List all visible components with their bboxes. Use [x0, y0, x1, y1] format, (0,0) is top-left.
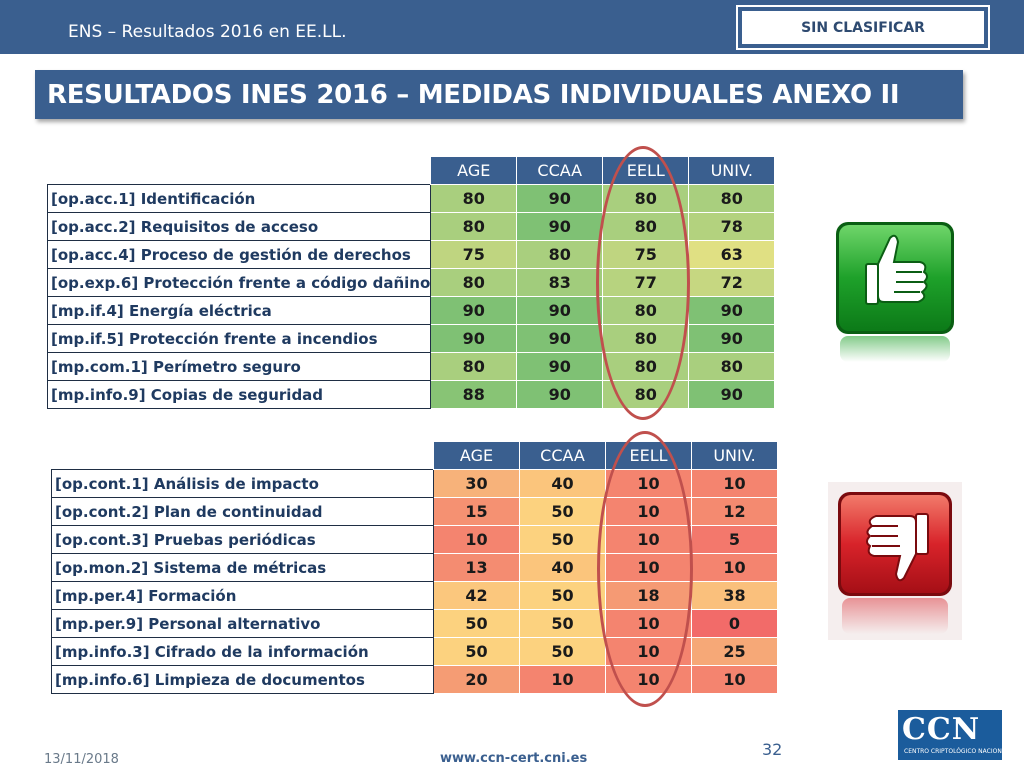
ccn-logo-subtitle: CENTRO CRIPTOLÓGICO NACIONAL	[904, 748, 1010, 755]
value-cell-ccaa: 40	[519, 469, 606, 498]
value-cell-age: 10	[433, 525, 520, 554]
value-cell-univ: 0	[691, 609, 778, 638]
value-cell-univ: 90	[688, 296, 776, 325]
value-cell-ccaa: 90	[516, 184, 604, 213]
row-label: [mp.com.1] Perímetro seguro	[46, 352, 432, 381]
value-cell-univ: 78	[688, 212, 776, 241]
value-cell-age: 90	[430, 296, 518, 325]
value-cell-ccaa: 90	[516, 380, 604, 409]
value-cell-ccaa: 50	[519, 609, 606, 638]
row-label: [op.acc.2] Requisitos de acceso	[46, 212, 432, 241]
slide-title-bar: RESULTADOS INES 2016 – MEDIDAS INDIVIDUA…	[35, 70, 963, 119]
row-label: [mp.if.5] Protección frente a incendios	[46, 324, 432, 353]
row-label: [mp.per.9] Personal alternativo	[51, 609, 434, 638]
page-number: 32	[762, 740, 783, 759]
value-cell-univ: 10	[691, 469, 778, 498]
value-cell-age: 15	[433, 497, 520, 526]
col-header-univ: UNIV.	[688, 156, 776, 185]
value-cell-age: 80	[430, 184, 518, 213]
value-cell-univ: 63	[688, 240, 776, 269]
classification-inner: SIN CLASIFICAR	[742, 11, 984, 44]
thumbs-up-icon	[836, 222, 954, 362]
value-cell-age: 80	[430, 268, 518, 297]
value-cell-age: 13	[433, 553, 520, 582]
table-row: [op.acc.4] Proceso de gestión de derecho…	[46, 240, 776, 269]
thumbs-down-icon	[828, 482, 962, 640]
value-cell-ccaa: 10	[519, 665, 606, 694]
value-cell-ccaa: 40	[519, 553, 606, 582]
classification-badge: SIN CLASIFICAR	[736, 5, 990, 50]
value-cell-univ: 38	[691, 581, 778, 610]
value-cell-univ: 10	[691, 553, 778, 582]
value-cell-ccaa: 80	[516, 240, 604, 269]
value-cell-age: 42	[433, 581, 520, 610]
ccn-logo-letters: CCN	[902, 712, 981, 747]
footer-date: 13/11/2018	[44, 752, 119, 767]
value-cell-ccaa: 83	[516, 268, 604, 297]
value-cell-age: 75	[430, 240, 518, 269]
row-label: [op.acc.4] Proceso de gestión de derecho…	[46, 240, 432, 269]
value-cell-ccaa: 90	[516, 324, 604, 353]
value-cell-age: 50	[433, 609, 520, 638]
header-blank-cell	[48, 157, 431, 185]
header-bar: ENS – Resultados 2016 en EE.LL. SIN CLAS…	[0, 0, 1024, 54]
row-label: [op.cont.1] Análisis de impacto	[51, 469, 434, 498]
value-cell-univ: 80	[688, 184, 776, 213]
col-header-age: AGE	[433, 441, 520, 470]
col-header-age: AGE	[430, 156, 518, 185]
row-label: [op.cont.3] Pruebas periódicas	[51, 525, 434, 554]
row-label: [mp.info.3] Cifrado de la información	[51, 637, 434, 666]
row-label: [op.mon.2] Sistema de métricas	[51, 553, 434, 582]
table-row: [op.acc.1] Identificación 80 90 80 80	[46, 184, 776, 213]
table-row: [op.acc.2] Requisitos de acceso 80 90 80 78	[46, 212, 776, 241]
value-cell-univ: 90	[688, 380, 776, 409]
value-cell-univ: 90	[688, 324, 776, 353]
row-label: [mp.info.6] Limpieza de documentos	[51, 665, 434, 694]
header-blank-cell	[52, 442, 434, 470]
row-label: [mp.per.4] Formación	[51, 581, 434, 610]
value-cell-age: 80	[430, 212, 518, 241]
value-cell-univ: 5	[691, 525, 778, 554]
eell-highlight-oval	[596, 146, 690, 420]
value-cell-ccaa: 90	[516, 296, 604, 325]
value-cell-age: 88	[430, 380, 518, 409]
slide-title: RESULTADOS INES 2016 – MEDIDAS INDIVIDUA…	[47, 80, 900, 110]
value-cell-univ: 72	[688, 268, 776, 297]
value-cell-ccaa: 50	[519, 581, 606, 610]
table-row: [op.cont.3] Pruebas periódicas 10 50 10 5	[51, 525, 778, 554]
row-label: [mp.if.4] Energía eléctrica	[46, 296, 432, 325]
col-header-univ: UNIV.	[691, 441, 778, 470]
row-label: [op.cont.2] Plan de continuidad	[51, 497, 434, 526]
value-cell-ccaa: 90	[516, 352, 604, 381]
table-header-row: AGE CCAA EELL UNIV.	[52, 441, 778, 470]
row-label: [op.exp.6] Protección frente a código da…	[46, 268, 432, 297]
value-cell-age: 50	[433, 637, 520, 666]
value-cell-univ: 80	[688, 352, 776, 381]
value-cell-univ: 12	[691, 497, 778, 526]
value-cell-univ: 25	[691, 637, 778, 666]
value-cell-ccaa: 50	[519, 637, 606, 666]
value-cell-age: 20	[433, 665, 520, 694]
value-cell-age: 30	[433, 469, 520, 498]
eell-highlight-oval	[597, 431, 693, 707]
header-title: ENS – Resultados 2016 en EE.LL.	[68, 22, 347, 42]
value-cell-age: 90	[430, 324, 518, 353]
value-cell-ccaa: 50	[519, 525, 606, 554]
footer-url[interactable]: www.ccn-cert.cni.es	[440, 751, 588, 766]
row-label: [op.acc.1] Identificación	[46, 184, 432, 213]
value-cell-ccaa: 90	[516, 212, 604, 241]
classification-label: SIN CLASIFICAR	[801, 19, 925, 36]
ccn-logo: CCN CENTRO CRIPTOLÓGICO NACIONAL	[898, 710, 1009, 760]
col-header-ccaa: CCAA	[516, 156, 604, 185]
value-cell-age: 80	[430, 352, 518, 381]
value-cell-univ: 10	[691, 665, 778, 694]
row-label: [mp.info.9] Copias de seguridad	[46, 380, 432, 409]
negative-results-table: AGE CCAA EELL UNIV. [op.cont.1] Análisis…	[51, 441, 778, 694]
col-header-ccaa: CCAA	[519, 441, 606, 470]
table-row: [mp.per.4] Formación 42 50 18 38	[51, 581, 778, 610]
value-cell-ccaa: 50	[519, 497, 606, 526]
